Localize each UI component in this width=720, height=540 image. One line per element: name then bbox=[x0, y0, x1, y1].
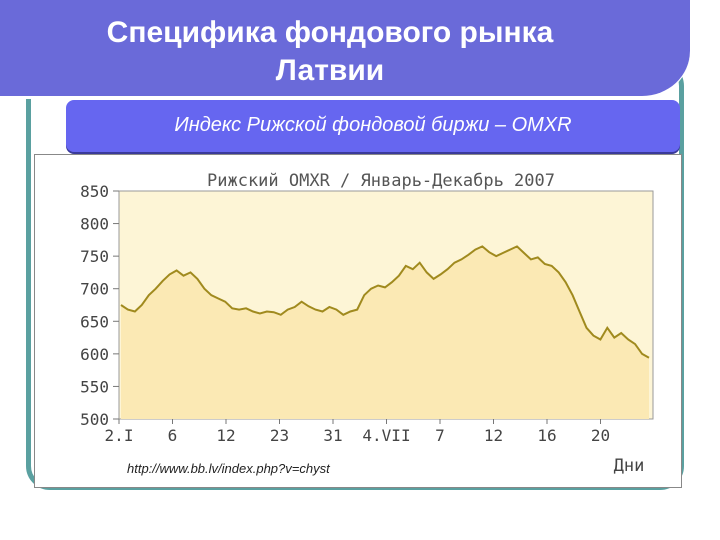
y-tick-label: 750 bbox=[80, 247, 109, 266]
source-url: http://www.bb.lv/index.php?v=chyst bbox=[127, 461, 330, 476]
y-tick-label: 650 bbox=[80, 312, 109, 331]
slide-title-line2: Латвии bbox=[275, 54, 385, 87]
slide-subtitle: Индекс Рижской фондовой биржи – OMXR bbox=[174, 114, 572, 136]
y-tick-label: 550 bbox=[80, 377, 109, 396]
x-axis: 2.I 6 12 23 31 4.VII 7 12 16 20 bbox=[105, 419, 610, 445]
x-tick-label: 2.I bbox=[105, 426, 134, 445]
chart-title: Рижский OMXR / Январь-Декабрь 2007 bbox=[207, 171, 555, 191]
x-tick-label: 6 bbox=[168, 426, 178, 445]
x-tick-label: 31 bbox=[323, 426, 342, 445]
series-area bbox=[121, 246, 649, 419]
y-axis: 850 800 750 700 650 600 550 500 bbox=[80, 182, 119, 429]
area-layer bbox=[120, 245, 650, 419]
subtitle-banner: Индекс Рижской фондовой биржи – OMXR bbox=[66, 100, 680, 152]
chart-panel: Рижский OMXR / Январь-Декабрь 2007 850 80… bbox=[34, 154, 682, 488]
x-axis-label: Дни bbox=[614, 456, 645, 476]
slide-title-line1: Специфика фондового рынка bbox=[106, 16, 554, 49]
x-tick-label: 23 bbox=[270, 426, 289, 445]
y-tick-label: 500 bbox=[80, 410, 109, 429]
x-tick-label: 12 bbox=[484, 426, 503, 445]
y-tick-label: 850 bbox=[80, 182, 109, 201]
slide-title: Специфика фондового рынка Латвии bbox=[0, 14, 660, 90]
x-tick-label: 20 bbox=[591, 426, 610, 445]
y-tick-label: 600 bbox=[80, 345, 109, 364]
y-tick-label: 800 bbox=[80, 215, 109, 234]
x-tick-label: 16 bbox=[537, 426, 556, 445]
omxr-chart: Рижский OMXR / Январь-Декабрь 2007 850 80… bbox=[80, 171, 654, 476]
x-tick-label: 7 bbox=[435, 426, 445, 445]
title-banner: Специфика фондового рынка Латвии bbox=[0, 0, 690, 99]
y-tick-label: 700 bbox=[80, 280, 109, 299]
series-line bbox=[120, 245, 650, 359]
x-tick-label: 12 bbox=[216, 426, 235, 445]
x-tick-label: 4.VII bbox=[362, 426, 410, 445]
